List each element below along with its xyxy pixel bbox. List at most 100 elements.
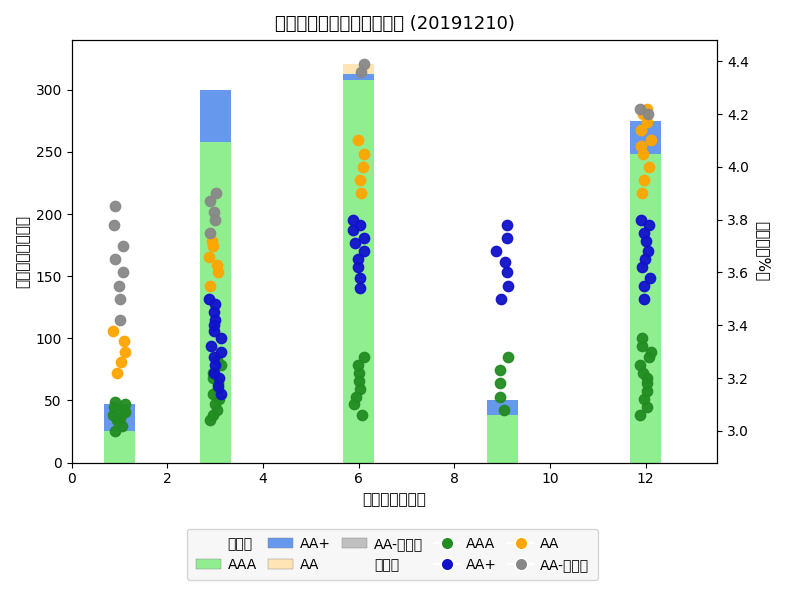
Point (353, 220, 366, 229)
Point (493, 365, 506, 375)
Point (502, 281, 514, 291)
Point (636, 263, 648, 272)
Point (114, 294, 126, 304)
Point (204, 416, 217, 425)
Point (498, 405, 510, 415)
Point (115, 358, 127, 367)
Point (349, 238, 361, 248)
Bar (487, 415, 518, 463)
Point (636, 334, 648, 343)
Bar (630, 121, 661, 154)
Point (113, 281, 126, 291)
Point (355, 67, 367, 76)
Point (111, 368, 123, 378)
Point (641, 387, 653, 396)
Point (212, 381, 225, 391)
Point (498, 257, 511, 267)
Point (502, 352, 514, 362)
Point (495, 294, 507, 304)
Point (357, 247, 370, 256)
Point (203, 252, 216, 262)
Point (637, 109, 649, 119)
Point (357, 352, 370, 362)
Point (116, 267, 129, 277)
Point (206, 236, 218, 246)
Point (637, 149, 649, 158)
Point (356, 410, 369, 420)
Point (348, 400, 360, 409)
Legend: 左轴：, AAA, AA+, AA, AA-及以下, 右轴：, AAA, AA+, AA, AA-及以下: 左轴：, AAA, AA+, AA, AA-及以下, 右轴：, AAA, AA+… (188, 528, 597, 580)
Point (357, 162, 370, 171)
Point (644, 273, 657, 282)
Point (108, 403, 120, 412)
Point (203, 294, 216, 304)
Point (644, 347, 657, 356)
Point (214, 389, 227, 398)
Point (118, 336, 130, 346)
Point (635, 125, 648, 135)
Point (213, 394, 225, 404)
Point (206, 374, 219, 383)
Point (349, 392, 362, 401)
Point (352, 376, 365, 385)
Point (634, 360, 647, 369)
Point (215, 360, 228, 369)
Point (208, 326, 221, 335)
Point (116, 421, 129, 431)
Point (636, 342, 648, 351)
Point (210, 189, 222, 198)
Point (641, 378, 653, 388)
Point (638, 394, 651, 404)
Point (114, 315, 126, 325)
Point (354, 384, 367, 393)
Point (109, 254, 122, 264)
Point (634, 104, 647, 113)
Point (501, 220, 513, 229)
Point (641, 403, 654, 412)
Point (114, 413, 126, 422)
Point (210, 260, 223, 269)
Point (352, 263, 364, 272)
Bar (199, 142, 231, 463)
Point (494, 378, 506, 388)
Point (204, 281, 217, 291)
Point (203, 196, 216, 206)
Point (638, 294, 651, 304)
Point (108, 397, 121, 407)
Point (206, 389, 219, 398)
Point (637, 228, 650, 238)
Point (212, 384, 225, 393)
Point (211, 405, 224, 415)
Point (636, 189, 648, 198)
Point (206, 368, 219, 378)
Point (643, 220, 655, 229)
Point (119, 347, 131, 356)
Point (208, 207, 221, 216)
Point (108, 220, 120, 229)
Bar (104, 432, 135, 463)
Point (354, 283, 367, 293)
Point (212, 267, 225, 277)
Bar (104, 404, 135, 432)
Point (110, 416, 122, 425)
Point (635, 215, 648, 224)
Y-axis label: 收益率（%）: 收益率（%） (755, 221, 770, 282)
Point (490, 247, 502, 256)
Point (205, 342, 217, 351)
Point (346, 215, 359, 224)
Bar (199, 90, 231, 142)
Point (641, 117, 653, 127)
Point (637, 368, 650, 378)
Point (358, 149, 371, 158)
Point (213, 374, 225, 383)
Bar (487, 400, 518, 415)
Point (634, 141, 647, 151)
Point (211, 378, 224, 388)
Point (494, 392, 506, 401)
Point (347, 225, 360, 235)
Point (109, 426, 122, 436)
Bar (630, 154, 661, 463)
Point (352, 136, 364, 145)
Point (643, 352, 655, 362)
Point (641, 247, 654, 256)
